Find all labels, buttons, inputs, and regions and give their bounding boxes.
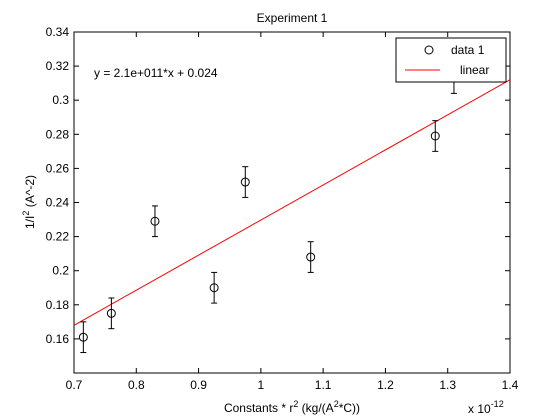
x-tick-label: 1.1: [315, 378, 332, 392]
data-point-marker: [106, 308, 116, 318]
chart-title: Experiment 1: [257, 11, 328, 25]
x-tick-label: 1: [258, 378, 265, 392]
data-point: [240, 166, 250, 198]
data-point-marker: [150, 216, 160, 226]
x-axis: 0.7 0.8 0.9 1 1.1 1.2 1.3 1.4: [66, 32, 519, 392]
y-tick-label: 0.22: [46, 230, 70, 244]
y-tick-label: 0.2: [52, 264, 69, 278]
data-point: [78, 321, 88, 354]
legend-box: [395, 37, 507, 83]
y-tick-label: 0.34: [46, 25, 70, 39]
data-point-marker: [209, 283, 219, 293]
legend-label-data-1: data 1: [451, 43, 485, 57]
data-point: [150, 205, 160, 238]
data-point: [430, 120, 440, 152]
y-tick-label: 0.3: [52, 93, 69, 107]
data-point: [306, 241, 316, 273]
data-point-marker: [306, 252, 316, 262]
x-tick-label: 1.3: [439, 378, 456, 392]
y-tick-label: 0.24: [46, 196, 70, 210]
legend-marker-data-1: [424, 45, 434, 55]
x-tick-label: 0.9: [190, 378, 207, 392]
y-tick-label: 0.26: [46, 161, 70, 175]
legend: data 1 linear: [395, 37, 507, 83]
y-tick-label: 0.16: [46, 332, 70, 346]
data-point: [106, 297, 116, 330]
x-tick-label: 0.8: [128, 378, 145, 392]
data-point-marker: [240, 177, 250, 187]
data-point: [209, 271, 219, 304]
y-axis: 0.16 0.18 0.2 0.22 0.24 0.26 0.28 0.3 0.32 0.34: [46, 25, 510, 346]
x-tick-label: 1.2: [377, 378, 394, 392]
x-tick-label: 0.7: [66, 378, 83, 392]
data-point-marker: [430, 131, 440, 141]
x-tick-label: 1.4: [502, 378, 519, 392]
fit-equation-annotation: y = 2.1e+011*x + 0.024: [94, 66, 218, 80]
legend-label-linear: linear: [460, 63, 489, 77]
y-tick-label: 0.18: [46, 298, 70, 312]
x-axis-multiplier: x 10-12: [468, 399, 504, 416]
x-axis-label: Constants * r2 (kg/(A2*C)): [224, 399, 360, 415]
y-axis-label: 1/I2 (A^-2): [21, 175, 37, 229]
y-tick-label: 0.28: [46, 127, 70, 141]
data-point-marker: [78, 332, 88, 342]
y-tick-label: 0.32: [46, 59, 70, 73]
